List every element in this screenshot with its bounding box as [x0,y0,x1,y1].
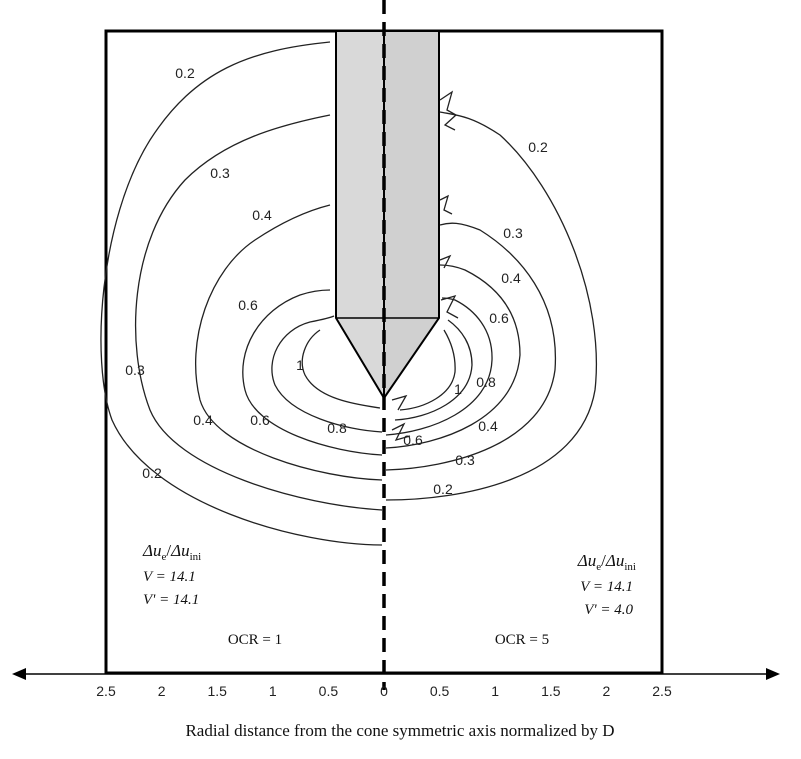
left-quantity-label: Δue/Δuini [142,541,201,563]
contour-label-right-0: 0.2 [528,139,548,155]
contour-right-0.2 [385,111,598,501]
contour-right-0.8 [394,319,473,421]
x-tick-left-2: 2 [158,683,166,699]
contour-label-left-7: 0.6 [250,412,270,428]
x-tick-labels: 2.5 2 1.5 1 0.5 0 0.5 1 1.5 2 2.5 [96,683,672,699]
contour-label-right-8: 0.3 [455,452,475,468]
x-tick-left-1.5: 1.5 [207,683,227,699]
right-quantity-label: Δue/Δuini [577,551,636,573]
cone-left-half [335,30,385,402]
contour-label-right-7: 0.6 [403,432,423,448]
contour-left-0.2 [100,41,383,546]
cone-right-half [383,30,440,402]
x-axis-label: Radial distance from the cone symmetric … [185,721,614,740]
x-axis-arrow-right [766,668,780,680]
contour-label-left-5: 0.3 [125,362,145,378]
contour-right-1 [399,329,456,411]
contour-right-noise [391,90,459,442]
right-contours [385,90,598,501]
contour-label-right-1: 0.3 [503,225,523,241]
contour-label-right-6: 0.4 [478,418,498,434]
contour-label-left-9: 0.2 [142,465,162,481]
contour-label-right-9: 0.2 [433,481,453,497]
contour-label-left-0: 0.2 [175,65,195,81]
x-tick-left-0.5: 0.5 [319,683,339,699]
contour-left-1 [301,329,381,409]
contour-label-left-6: 0.4 [193,412,213,428]
right-ocr-label: OCR = 5 [495,632,549,648]
contour-left-0.4 [195,204,383,481]
left-vprime-label: V' = 14.1 [143,592,199,608]
contour-label-right-5: 0.8 [476,374,496,390]
contour-label-left-2: 0.4 [252,207,272,223]
left-contours [100,41,383,546]
x-tick-right-1.5: 1.5 [541,683,561,699]
contour-left-0.3 [134,114,383,511]
contour-label-left-8: 0.8 [327,420,347,436]
contour-label-left-1: 0.3 [210,165,230,181]
contour-label-left-3: 0.6 [238,297,258,313]
x-axis-arrow-left [12,668,26,680]
left-v-label: V = 14.1 [143,569,196,585]
left-ocr-label: OCR = 1 [228,632,282,648]
contour-right-0.4 [385,264,521,449]
contour-right-0.3 [385,222,557,471]
x-tick-left-2.5: 2.5 [96,683,116,699]
contour-label-right-4: 1 [454,381,462,397]
contour-label-right-2: 0.4 [501,270,521,286]
panel-annotations: Δue/Δuini V = 14.1 V' = 14.1 OCR = 1 Δue/Δui… [142,541,636,648]
contour-label-left-4: 1 [296,357,304,373]
x-tick-right-2: 2 [603,683,611,699]
right-v-label: V = 14.1 [580,579,633,595]
x-tick-left-0: 0 [380,683,388,699]
x-tick-left-1: 1 [269,683,277,699]
right-vprime-label: V' = 4.0 [584,602,633,618]
contour-left-0.6 [242,289,383,456]
x-tick-right-2.5: 2.5 [652,683,672,699]
contour-labels: 0.20.30.40.610.30.4 0.6 0.80.20.20.30.40.6… [125,65,548,497]
contour-label-right-3: 0.6 [489,310,509,326]
contour-left-0.8 [271,315,383,433]
x-tick-right-1: 1 [491,683,499,699]
x-tick-right-0.5: 0.5 [430,683,450,699]
